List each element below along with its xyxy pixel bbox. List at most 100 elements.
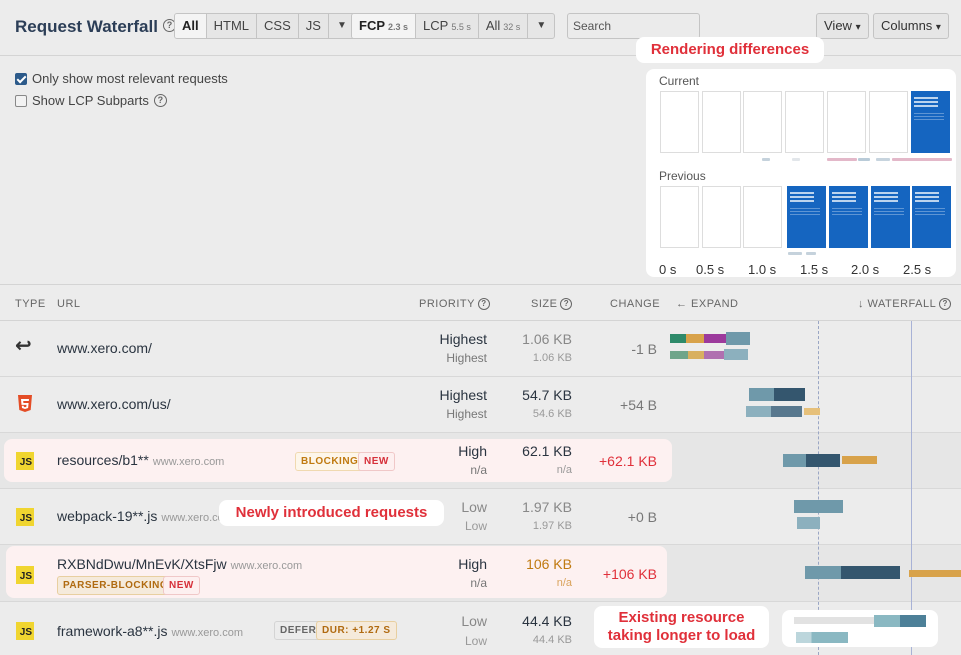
- help-icon[interactable]: ?: [477, 298, 490, 311]
- help-icon[interactable]: ?: [939, 298, 952, 311]
- tick-label: 0.5 s: [696, 262, 725, 277]
- priority: Highest: [439, 387, 487, 403]
- lcp-subparts-option[interactable]: Show LCP Subparts ?: [15, 93, 167, 108]
- tick-label: 2.0 s: [851, 262, 880, 277]
- frame: [702, 186, 741, 248]
- request-url[interactable]: www.xero.com/us/: [57, 396, 171, 412]
- priority-previous: Highest: [446, 351, 487, 365]
- new-badge: NEW: [163, 576, 200, 595]
- size-change: +54 B: [620, 397, 657, 413]
- tick-label: 2.5 s: [903, 262, 932, 277]
- size-previous: n/a: [556, 577, 572, 589]
- html5-icon: [18, 395, 32, 412]
- tick-label: 0 s: [659, 262, 677, 277]
- priority: High: [458, 556, 487, 572]
- col-type: TYPE: [15, 298, 46, 310]
- frame-rendered: [787, 186, 826, 248]
- relevant-requests-option[interactable]: Only show most relevant requests: [15, 71, 228, 86]
- callout-new-requests: Newly introduced requests: [219, 500, 444, 526]
- col-url[interactable]: URL: [57, 298, 81, 310]
- table-row[interactable]: www.xero.com/us/ Highest Highest 54.7 KB…: [0, 377, 961, 433]
- priority: Low: [461, 499, 487, 515]
- expand-button[interactable]: ← EXPAND: [676, 298, 739, 310]
- chevron-down-icon[interactable]: ▼: [536, 20, 547, 31]
- request-url[interactable]: RXBNdDwu/MnEvK/XtsFjw www.xero.com: [57, 556, 303, 572]
- col-waterfall[interactable]: ↓ WATERFALL?: [858, 298, 952, 311]
- filter-html[interactable]: HTML: [207, 14, 258, 38]
- type-filter-group: All HTML CSS JS ▼: [174, 13, 356, 39]
- new-badge: NEW: [358, 452, 395, 471]
- frame-rendered: [871, 186, 910, 248]
- checkbox-checked[interactable]: [15, 72, 27, 85]
- table-header: TYPE URL PRIORITY? SIZE? CHANGE ← EXPAND…: [0, 284, 961, 321]
- priority-previous: Low: [464, 519, 487, 533]
- filmstrip-panel: Current Previous 0 s 0.5 s 1.0 s 1.5 s 2…: [646, 69, 956, 277]
- table-row[interactable]: ↩ www.xero.com/ Highest Highest 1.06 KB …: [0, 321, 961, 377]
- frame: [827, 91, 866, 153]
- size: 44.4 KB: [522, 613, 572, 629]
- filter-css[interactable]: CSS: [257, 14, 299, 38]
- timing-fcp[interactable]: FCP 2.3 s: [352, 14, 417, 38]
- table-row[interactable]: JS RXBNdDwu/MnEvK/XtsFjw www.xero.com PAR…: [0, 545, 961, 602]
- timing-filter-group: FCP 2.3 s LCP 5.5 s All 32 s ▼: [351, 13, 556, 39]
- frame: [869, 91, 908, 153]
- callout-existing-resource: Existing resource taking longer to load: [594, 606, 769, 648]
- frame: [743, 91, 782, 153]
- js-icon: JS: [16, 508, 34, 526]
- col-size[interactable]: SIZE?: [531, 298, 573, 311]
- table-row[interactable]: JS resources/b1** www.xero.com BLOCKING N…: [0, 433, 961, 489]
- size: 1.06 KB: [522, 331, 572, 347]
- size: 62.1 KB: [522, 443, 572, 459]
- priority: High: [458, 443, 487, 459]
- priority-previous: Low: [464, 634, 487, 648]
- tick-label: 1.5 s: [800, 262, 829, 277]
- size-previous: 1.97 KB: [532, 520, 572, 532]
- frame: [743, 186, 782, 248]
- checkbox-unchecked[interactable]: [15, 94, 27, 107]
- size-previous: n/a: [556, 464, 572, 476]
- duration-change-badge: DUR: +1.27 S: [316, 621, 397, 640]
- col-change[interactable]: CHANGE: [610, 298, 661, 310]
- request-url[interactable]: www.xero.com/: [57, 340, 152, 356]
- callout-rendering: Rendering differences: [636, 37, 824, 63]
- columns-dropdown[interactable]: Columns ▾: [873, 13, 949, 39]
- current-label: Current: [659, 74, 700, 88]
- search-input[interactable]: Search: [567, 13, 700, 39]
- timing-lcp[interactable]: LCP 5.5 s: [416, 14, 479, 38]
- priority-previous: n/a: [470, 576, 487, 590]
- filter-js[interactable]: JS: [299, 14, 329, 38]
- help-icon[interactable]: ?: [560, 298, 573, 311]
- request-url[interactable]: resources/b1** www.xero.com: [57, 452, 225, 468]
- size: 106 KB: [526, 556, 572, 572]
- frame-rendered: [829, 186, 868, 248]
- size-previous: 44.4 KB: [532, 634, 572, 646]
- table-row[interactable]: JS webpack-19**.js www.xero.com Low Low 1…: [0, 489, 961, 545]
- frame: [660, 91, 699, 153]
- size-change: -1 B: [631, 341, 657, 357]
- frame: [660, 186, 699, 248]
- timing-all[interactable]: All 32 s: [479, 14, 529, 38]
- size-previous: 54.6 KB: [532, 408, 572, 420]
- page-title: Request Waterfall?: [15, 17, 176, 37]
- size: 54.7 KB: [522, 387, 572, 403]
- frame: [785, 91, 824, 153]
- fcp-marker: [818, 321, 819, 655]
- js-icon: JS: [16, 566, 34, 584]
- frame: [702, 91, 741, 153]
- previous-label: Previous: [659, 169, 706, 183]
- size-change: +62.1 KB: [599, 453, 657, 469]
- request-url[interactable]: webpack-19**.js www.xero.com: [57, 508, 233, 524]
- col-priority[interactable]: PRIORITY?: [419, 298, 490, 311]
- parser-blocking-badge: PARSER-BLOCKING: [57, 576, 175, 595]
- priority: Highest: [439, 331, 487, 347]
- chevron-down-icon[interactable]: ▼: [336, 20, 347, 31]
- table-row[interactable]: JS framework-a8**.js www.xero.com DEFER D…: [0, 602, 961, 655]
- frame-rendered: [912, 186, 951, 248]
- frame-rendered: [911, 91, 950, 153]
- priority-previous: Highest: [446, 407, 487, 421]
- view-dropdown[interactable]: View ▾: [816, 13, 869, 39]
- help-icon[interactable]: ?: [153, 94, 167, 107]
- filter-all[interactable]: All: [175, 14, 207, 38]
- request-url[interactable]: framework-a8**.js www.xero.com: [57, 623, 244, 639]
- js-icon: JS: [16, 452, 34, 470]
